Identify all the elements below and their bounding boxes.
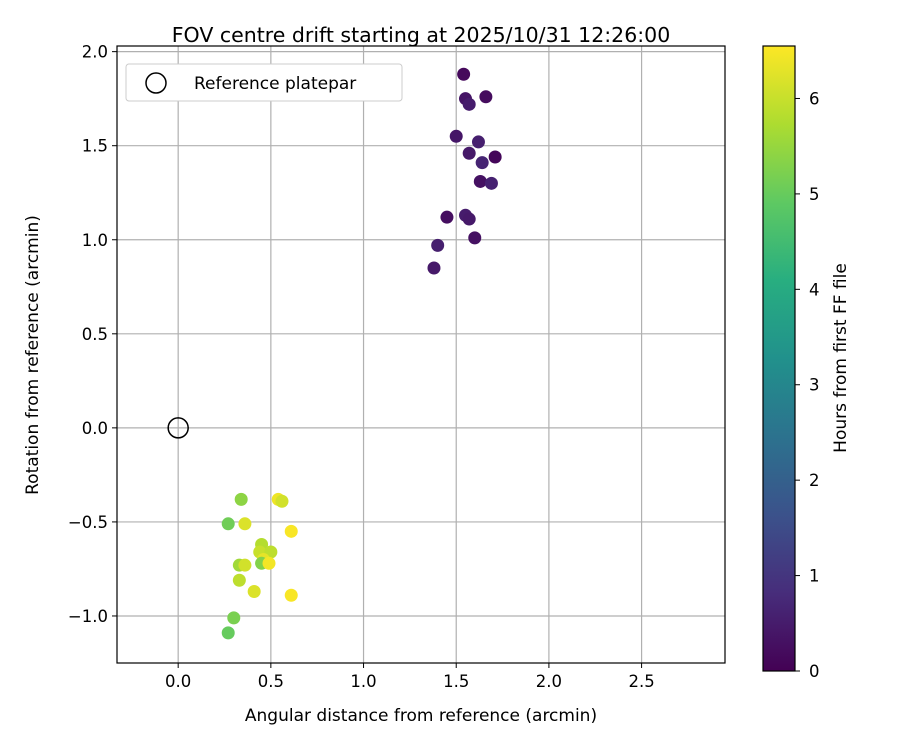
colorbar-tick-label: 2 [809, 471, 820, 490]
plot-area-frame [116, 45, 726, 664]
legend-marker-reference [145, 72, 167, 94]
data-point [247, 585, 261, 599]
data-point [232, 573, 246, 587]
legend-label-reference: Reference platepar [194, 74, 356, 94]
y-tick-label: 2.0 [82, 43, 108, 62]
x-tick-label: 0.0 [165, 672, 191, 691]
colorbar-ticks: 0 1 2 3 4 5 6 [795, 89, 820, 681]
y-tick-label: 1.0 [82, 231, 108, 250]
colorbar-tick-label: 4 [809, 280, 820, 299]
colorbar-tick-label: 5 [809, 185, 820, 204]
data-point [221, 517, 235, 531]
legend-box [125, 63, 403, 102]
data-point [238, 517, 252, 531]
data-point [440, 210, 454, 224]
colorbar: 0 1 2 3 4 5 6 Hours from first FF file [762, 45, 851, 681]
colorbar-tick-label: 1 [809, 567, 820, 586]
data-point [449, 129, 463, 143]
data-points [221, 67, 502, 640]
x-tick-label: 2.5 [628, 672, 654, 691]
data-point [427, 261, 441, 275]
reference-platepar-marker [167, 417, 189, 439]
x-axis-label: Angular distance from reference (arcmin) [245, 706, 597, 726]
y-tick-label: 1.5 [82, 137, 108, 156]
x-tick-label: 1.0 [350, 672, 376, 691]
y-tick-label: 0.5 [82, 325, 108, 344]
colorbar-tick-label: 3 [809, 376, 820, 395]
data-point [475, 156, 489, 170]
data-point [462, 212, 476, 226]
y-axis: −1.0 −0.5 0.0 0.5 1.0 1.5 2.0 [68, 43, 117, 626]
x-tick-label: 2.0 [536, 672, 562, 691]
data-point [457, 67, 471, 81]
x-tick-label: 1.5 [443, 672, 469, 691]
data-point [221, 626, 235, 640]
data-point [234, 492, 248, 506]
y-tick-label: 0.0 [82, 419, 108, 438]
data-point [484, 176, 498, 190]
colorbar-tick-label: 0 [809, 662, 820, 681]
data-point [479, 90, 493, 104]
data-point [488, 150, 502, 164]
x-axis: 0.0 0.5 1.0 1.5 2.0 2.5 [165, 663, 655, 691]
y-tick-label: −1.0 [68, 607, 108, 626]
x-tick-label: 0.5 [258, 672, 284, 691]
legend: Reference platepar [125, 63, 403, 102]
data-point [284, 588, 298, 602]
data-point [462, 146, 476, 160]
data-point [275, 494, 289, 508]
y-tick-label: −0.5 [68, 513, 108, 532]
data-point [473, 174, 487, 188]
data-point [468, 231, 482, 245]
colorbar-gradient [762, 45, 796, 672]
data-point [262, 556, 276, 570]
chart-title: FOV centre drift starting at 2025/10/31 … [172, 23, 671, 47]
data-point [227, 611, 241, 625]
grid [117, 46, 725, 663]
data-point [284, 524, 298, 538]
colorbar-tick-label: 6 [809, 89, 820, 108]
y-axis-label: Rotation from reference (arcmin) [23, 215, 43, 495]
colorbar-label: Hours from first FF file [831, 263, 851, 453]
data-point [238, 558, 252, 572]
data-point [462, 97, 476, 111]
data-point [431, 238, 445, 252]
data-point [471, 135, 485, 149]
